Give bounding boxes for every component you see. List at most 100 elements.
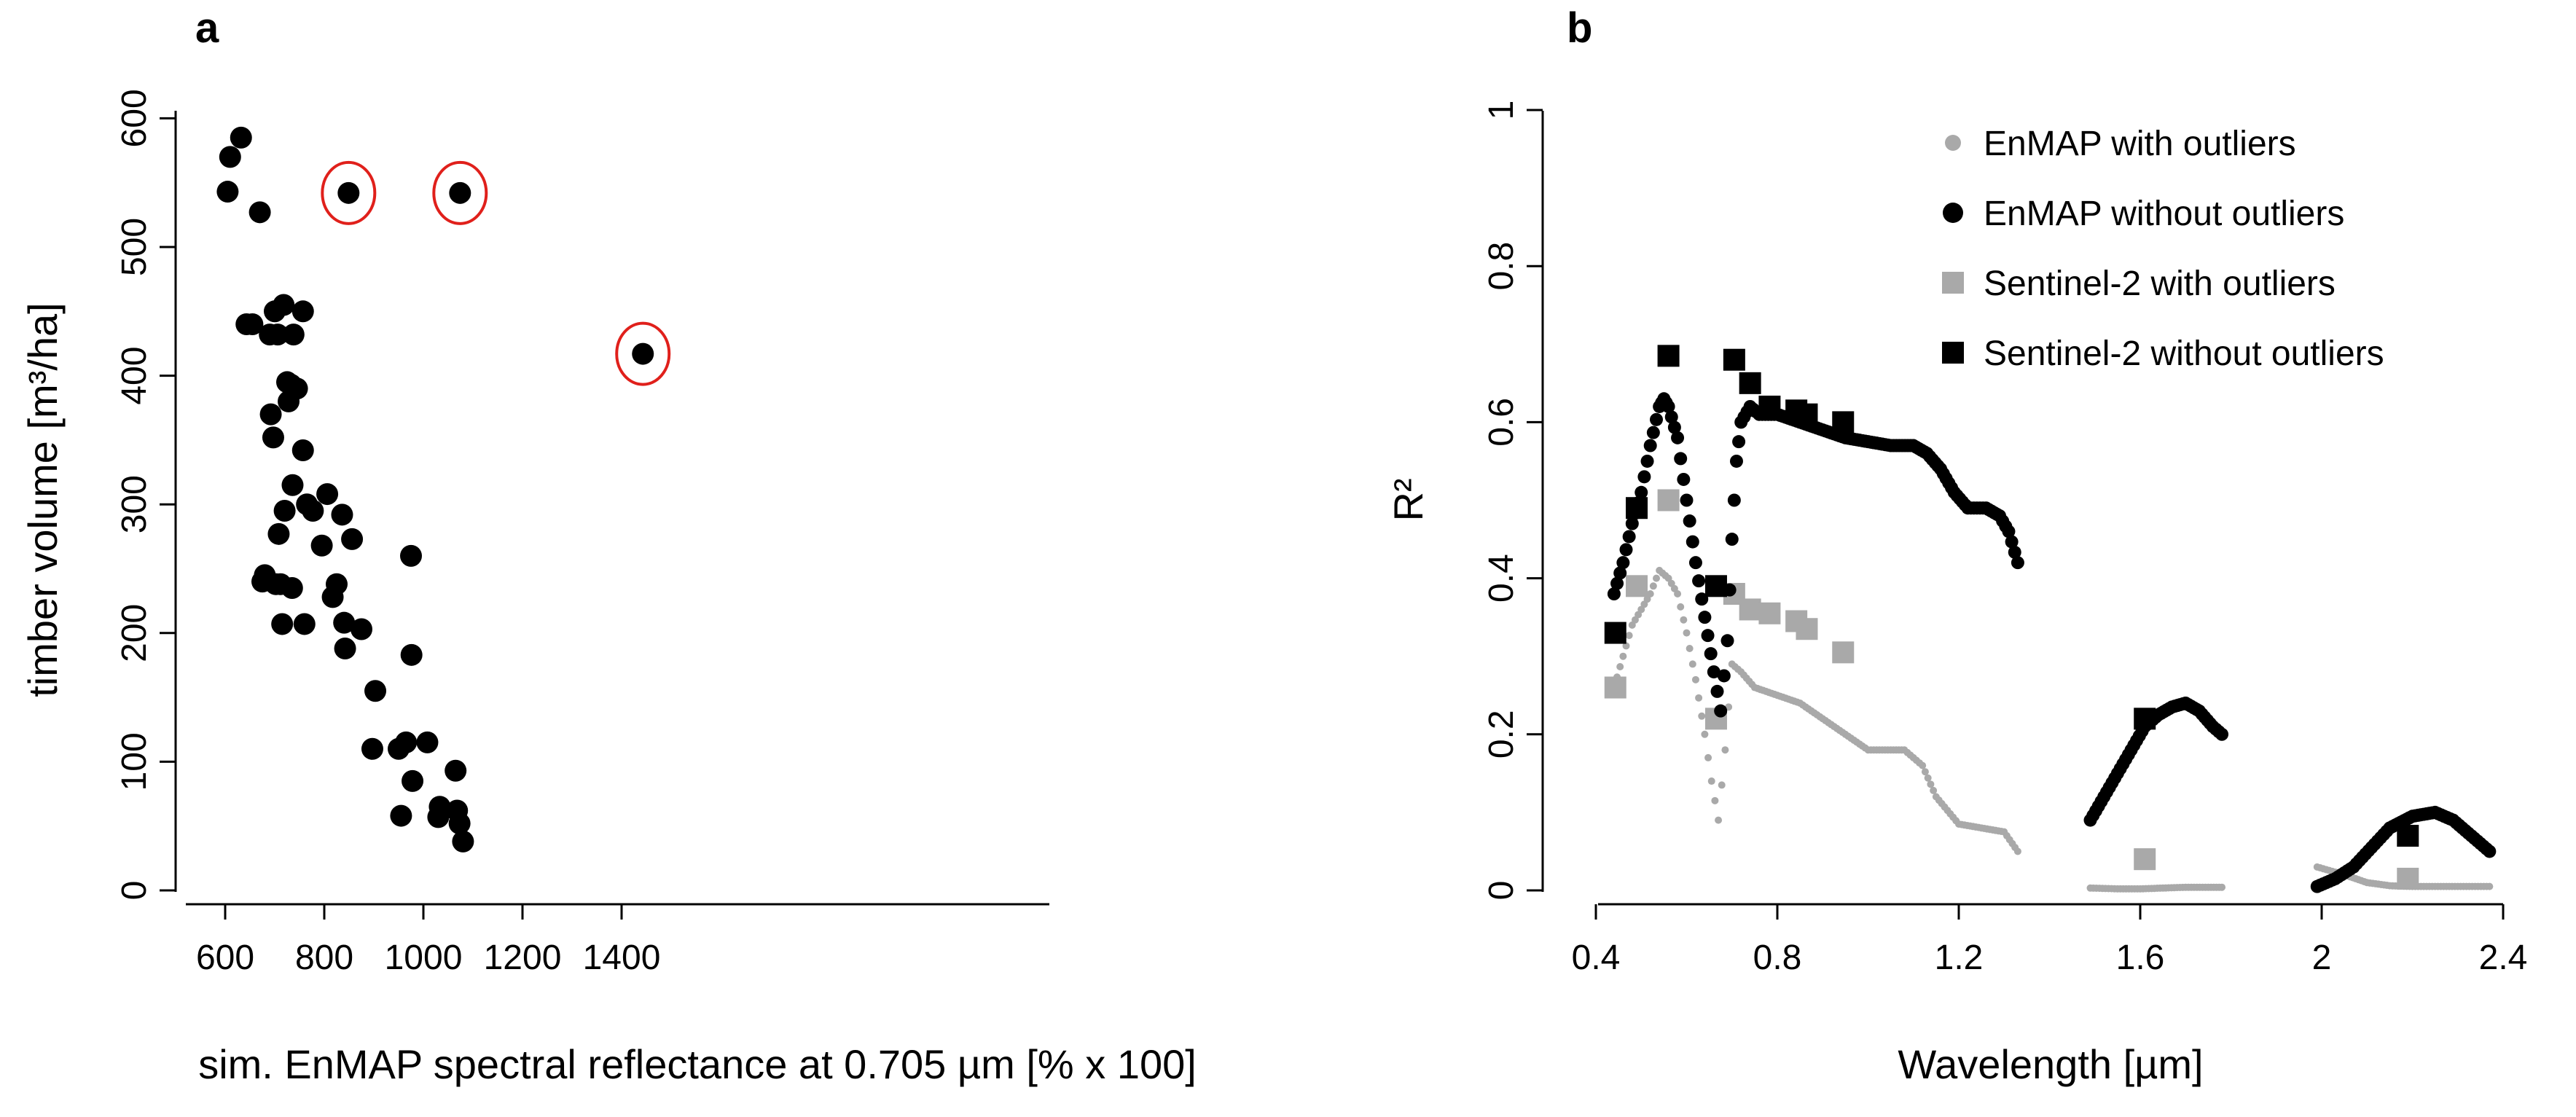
- series-point: [1720, 634, 1734, 648]
- panel-b-legend: EnMAP with outliers EnMAP without outlier…: [1942, 125, 2384, 373]
- series-point: [1718, 781, 1726, 789]
- panel-a-data-point: [273, 294, 295, 316]
- series-point: [1677, 472, 1691, 486]
- panel-a-ticks: 600 800 1000 1200 1400 0 100 200 300 400 500 600: [115, 89, 660, 977]
- panel-a-data-point: [326, 573, 348, 595]
- panel-a-outlier-ring: [615, 321, 671, 386]
- series-point: [1674, 452, 1688, 466]
- panel-a-x-tick-label: 1000: [385, 938, 463, 977]
- series-enmap-with-outliers: [1610, 566, 2494, 893]
- series-sentinel-2-without-outliers: [1604, 345, 2419, 847]
- panel-b-y-tick-label: 0.2: [1482, 710, 1521, 759]
- series-square-point: [1739, 598, 1761, 621]
- series-point: [1646, 590, 1654, 598]
- series-enmap-without-outliers: [1607, 392, 2497, 893]
- series-square-point: [1758, 602, 1781, 624]
- series-point: [1643, 439, 1657, 452]
- panel-b-y-tick-label: 1: [1482, 101, 1521, 120]
- series-square-point: [2134, 708, 2156, 730]
- panel-a-data-point: [428, 796, 451, 818]
- panel-b: b R² Wavelength [µm] 0.4 0.8 1.2 1.6 2 2.400.…: [1385, 4, 2527, 1087]
- panel-a-data-point: [361, 737, 383, 760]
- panel-a-data-point: [331, 503, 353, 526]
- panel-b-series: [1604, 345, 2497, 893]
- panel-a-y-axis-title: timber volume [m³/ha]: [20, 302, 66, 697]
- series-point: [1622, 530, 1636, 544]
- series-point: [1683, 629, 1691, 637]
- series-point: [1692, 574, 1706, 588]
- legend-label: Sentinel-2 without outliers: [1984, 334, 2384, 373]
- series-square-point: [2397, 867, 2419, 890]
- panel-a-data-point: [267, 324, 289, 346]
- series-point: [1680, 616, 1688, 624]
- panel-a-data-point: [248, 201, 271, 224]
- series-square-point: [1832, 641, 1855, 664]
- legend-marker: [1942, 272, 1964, 294]
- series-point: [1711, 796, 1719, 804]
- series-square-point: [1604, 622, 1626, 644]
- panel-b-letter: b: [1567, 4, 1592, 52]
- panel-a-data-point: [216, 181, 239, 203]
- series-point: [1619, 543, 1633, 557]
- series-square-point: [1704, 575, 1727, 597]
- series-point: [1677, 603, 1685, 611]
- series-point: [2483, 844, 2497, 858]
- series-point: [1919, 761, 1927, 769]
- series-point: [1650, 412, 1663, 426]
- series-point: [1715, 816, 1723, 824]
- panel-a-outlier-ring: [432, 160, 488, 225]
- series-point: [1674, 590, 1682, 598]
- legend-item: Sentinel-2 without outliers: [1942, 334, 2384, 373]
- series-point: [1616, 556, 1630, 570]
- panel-a-data-point: [445, 759, 467, 782]
- panel-a-data-point: [282, 324, 305, 346]
- panel-b-x-tick-label: 2: [2312, 938, 2332, 977]
- panel-a-data-point: [334, 637, 356, 659]
- panel-a-y-tick-label: 0: [115, 881, 154, 901]
- series-point: [2218, 883, 2226, 891]
- series-point: [2005, 535, 2019, 549]
- series-square-point: [1796, 618, 1818, 640]
- panel-a-data-point: [293, 613, 316, 635]
- series-point: [1717, 669, 1731, 683]
- panel-b-ticks: 0.4 0.8 1.2 1.6 2 2.4 0 0.2 0.4 0.6 0.8 1: [1482, 101, 2527, 977]
- panel-a-data-point: [416, 731, 439, 753]
- panel-a-data-point: [291, 300, 314, 323]
- legend-label: EnMAP without outliers: [1984, 195, 2344, 233]
- panel-a-points: [216, 126, 474, 853]
- panel-a-data-point: [310, 534, 333, 557]
- series-point: [1710, 684, 1724, 698]
- panel-b-y-tick-label: 0.4: [1482, 554, 1521, 603]
- legend-marker: [1943, 203, 1963, 223]
- legend-marker: [1942, 342, 1964, 364]
- panel-a-data-point: [241, 313, 264, 335]
- series-point: [1727, 493, 1741, 507]
- series-point: [1635, 485, 1648, 499]
- panel-a-x-tick-label: 1200: [484, 938, 562, 977]
- series-square-point: [1796, 403, 1818, 426]
- series-square-point: [1626, 575, 1648, 597]
- panel-a-data-point: [291, 439, 314, 462]
- panel-a-x-tick-label: 800: [295, 938, 353, 977]
- panel-a-data-point: [452, 830, 474, 853]
- series-point: [1686, 644, 1694, 652]
- series-point: [2215, 727, 2229, 741]
- series-square-point: [1832, 411, 1855, 434]
- series-point: [1732, 435, 1746, 449]
- series-point: [1686, 535, 1699, 549]
- series-point: [1680, 493, 1694, 507]
- panel-a-data-point: [262, 426, 284, 449]
- panel-a-data-point: [400, 643, 423, 666]
- series-square-point: [1758, 395, 1781, 418]
- panel-a-y-tick-label: 300: [115, 475, 154, 533]
- series-point: [1707, 777, 1715, 785]
- panel-a-outlier-point: [449, 181, 471, 204]
- panel-b-y-axis-title: R²: [1385, 478, 1431, 521]
- legend-marker: [1945, 135, 1961, 151]
- series-point: [1698, 611, 1712, 624]
- panel-b-y-tick-label: 0: [1482, 881, 1521, 901]
- series-point: [1637, 470, 1651, 484]
- series-point: [1646, 426, 1660, 439]
- series-point: [1640, 454, 1654, 468]
